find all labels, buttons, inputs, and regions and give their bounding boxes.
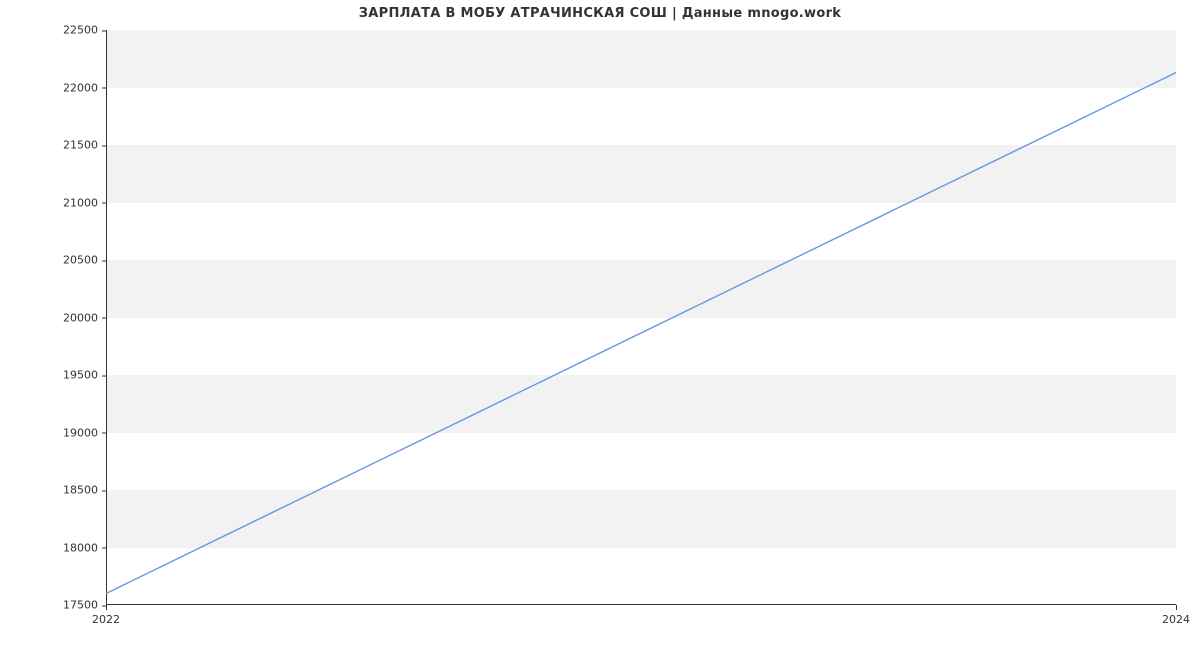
y-tick-label: 22500: [63, 24, 106, 37]
y-tick-label: 21000: [63, 196, 106, 209]
y-tick-label: 22000: [63, 81, 106, 94]
series-salary: [106, 73, 1176, 594]
plot-area: 1750018000185001900019500200002050021000…: [106, 30, 1176, 605]
y-tick-label: 21500: [63, 139, 106, 152]
y-tick-label: 19000: [63, 426, 106, 439]
y-tick-label: 18500: [63, 484, 106, 497]
line-layer: [106, 30, 1176, 605]
x-tick-label: 2022: [92, 605, 120, 626]
salary-line-chart: ЗАРПЛАТА В МОБУ АТРАЧИНСКАЯ СОШ | Данные…: [0, 0, 1200, 650]
y-tick-label: 19500: [63, 369, 106, 382]
y-tick-label: 20000: [63, 311, 106, 324]
chart-title: ЗАРПЛАТА В МОБУ АТРАЧИНСКАЯ СОШ | Данные…: [0, 6, 1200, 21]
x-tick-label: 2024: [1162, 605, 1190, 626]
y-tick-label: 18000: [63, 541, 106, 554]
y-tick-label: 20500: [63, 254, 106, 267]
